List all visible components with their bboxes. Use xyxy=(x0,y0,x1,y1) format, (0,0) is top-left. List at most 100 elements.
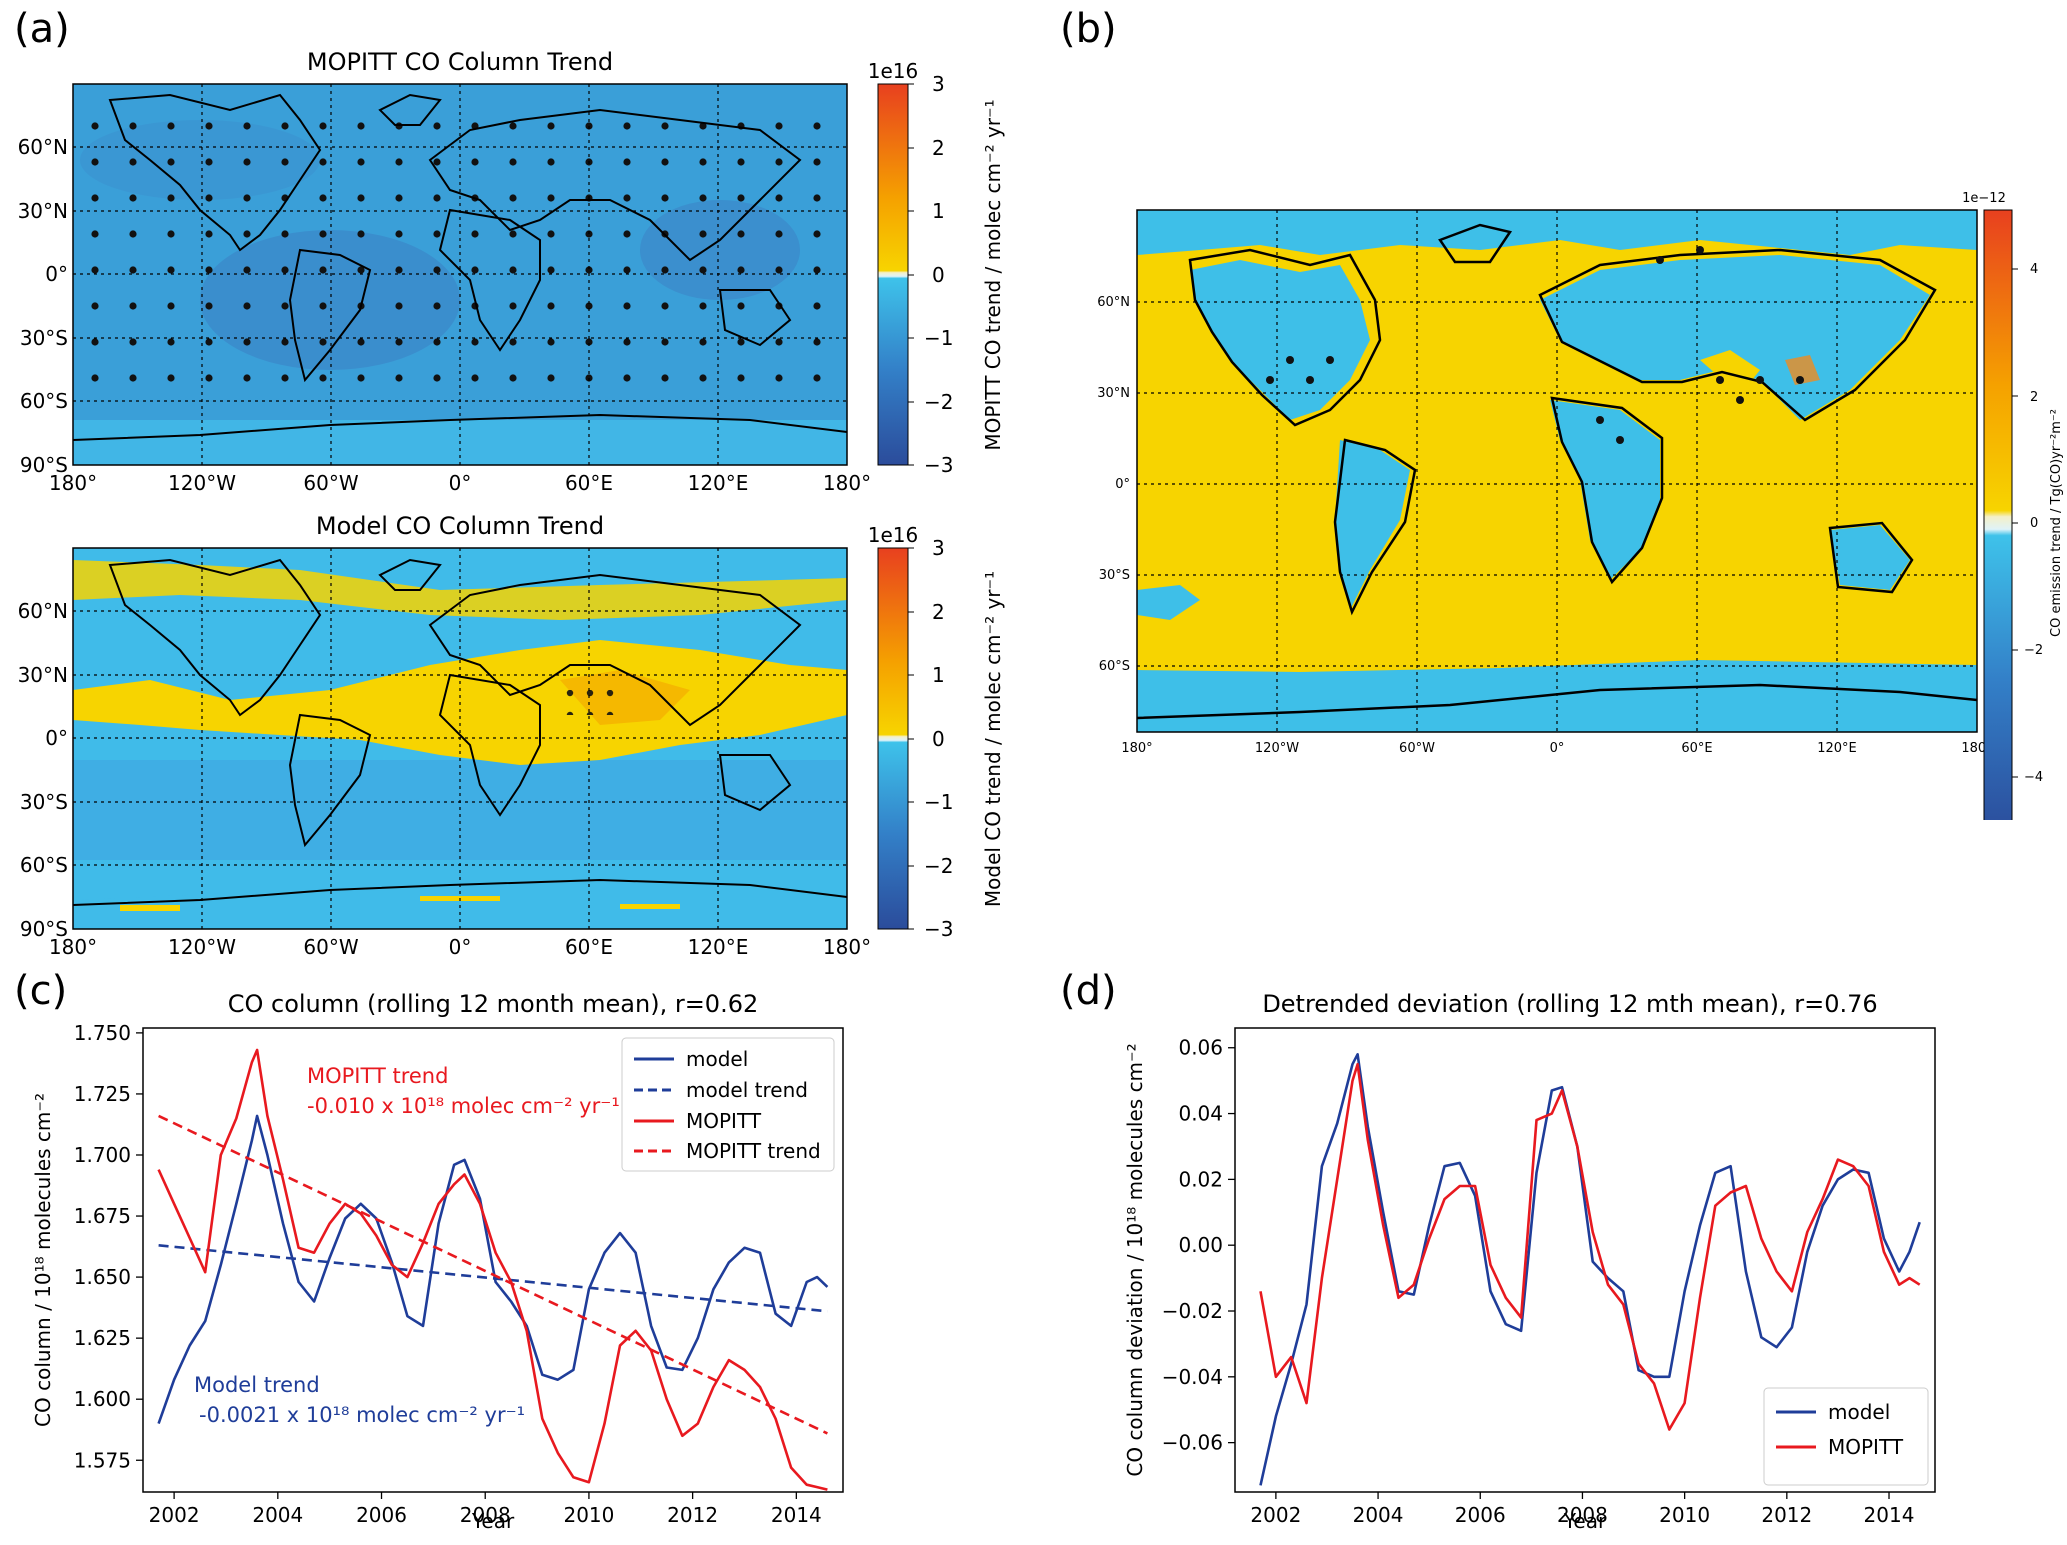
map-emission-trend: 60°N 30°N 0° 30°S 60°S 180° 120°W 60°W 0… xyxy=(1097,191,2064,820)
svg-text:120°W: 120°W xyxy=(1255,741,1299,756)
chart-d-xtick-label: 2006 xyxy=(1455,1503,1506,1527)
svg-text:120°E: 120°E xyxy=(688,471,749,495)
svg-text:60°E: 60°E xyxy=(565,471,613,495)
svg-text:60°S: 60°S xyxy=(1099,659,1130,674)
chart-d-title: Detrended deviation (rolling 12 mth mean… xyxy=(1262,990,1877,1018)
chart-detrended-deviation: Detrended deviation (rolling 12 mth mean… xyxy=(1123,990,1936,1533)
svg-text:60°N: 60°N xyxy=(18,135,68,159)
svg-text:0: 0 xyxy=(932,263,945,287)
svg-text:90°S: 90°S xyxy=(20,453,68,477)
svg-text:Model CO trend / molec cm⁻² yr: Model CO trend / molec cm⁻² yr⁻¹ xyxy=(981,571,1005,907)
svg-text:60°W: 60°W xyxy=(1399,741,1435,756)
chart-c-xtick-label: 2014 xyxy=(771,1503,822,1527)
svg-text:−4: −4 xyxy=(2024,770,2043,785)
annotation-mopitt-trend-title: MOPITT trend xyxy=(307,1064,448,1088)
annotation-model-trend-title: Model trend xyxy=(194,1373,320,1397)
svg-text:60°S: 60°S xyxy=(20,853,68,877)
svg-text:0°: 0° xyxy=(1550,741,1565,756)
map-top-lon-labels: 180° 120°W 60°W 0° 60°E 120°E 180° xyxy=(49,471,871,495)
annotation-mopitt-trend-value: -0.010 x 10¹⁸ molec cm⁻² yr⁻¹ xyxy=(307,1094,620,1118)
chart-c-title: CO column (rolling 12 month mean), r=0.6… xyxy=(228,990,759,1018)
svg-text:180°: 180° xyxy=(1121,741,1152,756)
chart-c-ytick-label: 1.575 xyxy=(74,1448,131,1472)
chart-d-ytick-label: 0.06 xyxy=(1178,1036,1223,1060)
chart-c-series-mopitt xyxy=(157,1048,828,1491)
legend-d-model: model xyxy=(1828,1400,1890,1424)
svg-text:−1: −1 xyxy=(924,326,953,350)
svg-text:30°S: 30°S xyxy=(1099,568,1130,583)
svg-text:60°S: 60°S xyxy=(20,389,68,413)
chart-c-ytick-label: 1.725 xyxy=(74,1082,131,1106)
svg-text:3: 3 xyxy=(932,536,945,560)
colorbar-top: 1e16 3 2 1 0 −1 −2 −3 MOPITT CO trend / … xyxy=(868,59,1005,477)
chart-c-series-model-trend xyxy=(158,1244,828,1313)
svg-text:60°W: 60°W xyxy=(303,935,358,959)
svg-text:0°: 0° xyxy=(45,726,68,750)
chart-d-series-model xyxy=(1259,1053,1921,1486)
chart-d-series-mopitt xyxy=(1259,1062,1921,1431)
chart-d-xtick-label: 2014 xyxy=(1864,1503,1915,1527)
map-b-lon-labels: 180° 120°W 60°W 0° 60°E 120°E 180° xyxy=(1121,741,1992,756)
panel-letter-d: (d) xyxy=(1060,968,1117,1014)
chart-c-xtick-label: 2006 xyxy=(356,1503,407,1527)
svg-text:60°E: 60°E xyxy=(1681,741,1712,756)
chart-d-ytick-label: −0.06 xyxy=(1162,1431,1223,1455)
svg-text:0: 0 xyxy=(2030,516,2038,531)
svg-text:MOPITT CO trend / molec cm⁻² y: MOPITT CO trend / molec cm⁻² yr⁻¹ xyxy=(981,99,1005,450)
map-bottom-lon-labels: 180° 120°W 60°W 0° 60°E 120°E 180° xyxy=(49,935,871,959)
legend-c-model-trend: model trend xyxy=(686,1078,808,1102)
svg-text:1e−12: 1e−12 xyxy=(1962,191,2006,206)
panel-letter-c: (c) xyxy=(14,968,68,1014)
svg-text:1e16: 1e16 xyxy=(868,523,918,547)
chart-d-xtick-label: 2002 xyxy=(1250,1503,1301,1527)
svg-text:60°N: 60°N xyxy=(18,599,68,623)
chart-d-ylabel: CO column deviation / 10¹⁸ molecules cm⁻… xyxy=(1123,1043,1147,1476)
svg-text:−3: −3 xyxy=(924,917,953,941)
chart-d-xtick-label: 2010 xyxy=(1659,1503,1710,1527)
chart-d-xtick-label: 2008 xyxy=(1557,1503,1608,1527)
svg-text:60°N: 60°N xyxy=(1097,295,1130,310)
chart-c-ytick-label: 1.625 xyxy=(74,1326,131,1350)
chart-c-xlabel: Year xyxy=(471,1509,515,1533)
chart-c-legend: model model trend MOPITT MOPITT trend xyxy=(621,1037,835,1172)
svg-text:120°E: 120°E xyxy=(688,935,749,959)
svg-text:CO emission trend / Tg(CO)yr⁻²: CO emission trend / Tg(CO)yr⁻²m⁻² xyxy=(2049,409,2064,637)
legend-c-model: model xyxy=(686,1047,748,1071)
map-top-title: MOPITT CO Column Trend xyxy=(307,48,613,76)
svg-text:30°S: 30°S xyxy=(20,790,68,814)
chart-c-series-model xyxy=(157,1114,829,1425)
legend-c-mopitt-trend: MOPITT trend xyxy=(686,1139,821,1163)
chart-c-xtick-label: 2008 xyxy=(460,1503,511,1527)
svg-text:180°: 180° xyxy=(49,935,97,959)
svg-text:1: 1 xyxy=(932,663,945,687)
svg-text:180°: 180° xyxy=(49,471,97,495)
svg-text:0°: 0° xyxy=(45,262,68,286)
svg-text:−2: −2 xyxy=(924,390,953,414)
svg-text:0°: 0° xyxy=(449,471,472,495)
map-bottom-title: Model CO Column Trend xyxy=(316,512,604,540)
svg-text:1e16: 1e16 xyxy=(868,59,918,83)
svg-text:1: 1 xyxy=(932,199,945,223)
svg-text:4: 4 xyxy=(2030,262,2038,277)
svg-text:30°N: 30°N xyxy=(18,663,68,687)
svg-text:120°W: 120°W xyxy=(168,471,236,495)
svg-text:120°W: 120°W xyxy=(168,935,236,959)
chart-c-ytick-label: 1.600 xyxy=(74,1387,131,1411)
map-mopitt-trend: MOPITT CO Column Trend xyxy=(18,48,1005,959)
svg-text:−3: −3 xyxy=(924,453,953,477)
chart-c-ylabel: CO column / 10¹⁸ molecules cm⁻² xyxy=(31,1093,55,1427)
chart-c-ytick-label: 1.675 xyxy=(74,1204,131,1228)
colorbar-b: 1e−12 4 2 0 −2 −4 CO emission trend / Tg… xyxy=(1962,191,2064,820)
chart-c-xtick-label: 2010 xyxy=(563,1503,614,1527)
svg-text:120°E: 120°E xyxy=(1817,741,1857,756)
chart-co-column: CO column (rolling 12 month mean), r=0.6… xyxy=(31,990,844,1533)
svg-text:2: 2 xyxy=(932,136,945,160)
svg-text:−2: −2 xyxy=(2024,643,2043,658)
chart-d-ytick-label: 0.00 xyxy=(1178,1233,1223,1257)
panel-letter-a: (a) xyxy=(14,6,70,52)
chart-d-ytick-label: 0.02 xyxy=(1178,1167,1223,1191)
chart-c-frame xyxy=(142,1027,844,1493)
svg-text:−1: −1 xyxy=(924,790,953,814)
svg-text:0: 0 xyxy=(932,727,945,751)
map-top-lat-labels: 60°N 30°N 0° 30°S 60°S 90°S xyxy=(18,135,68,477)
